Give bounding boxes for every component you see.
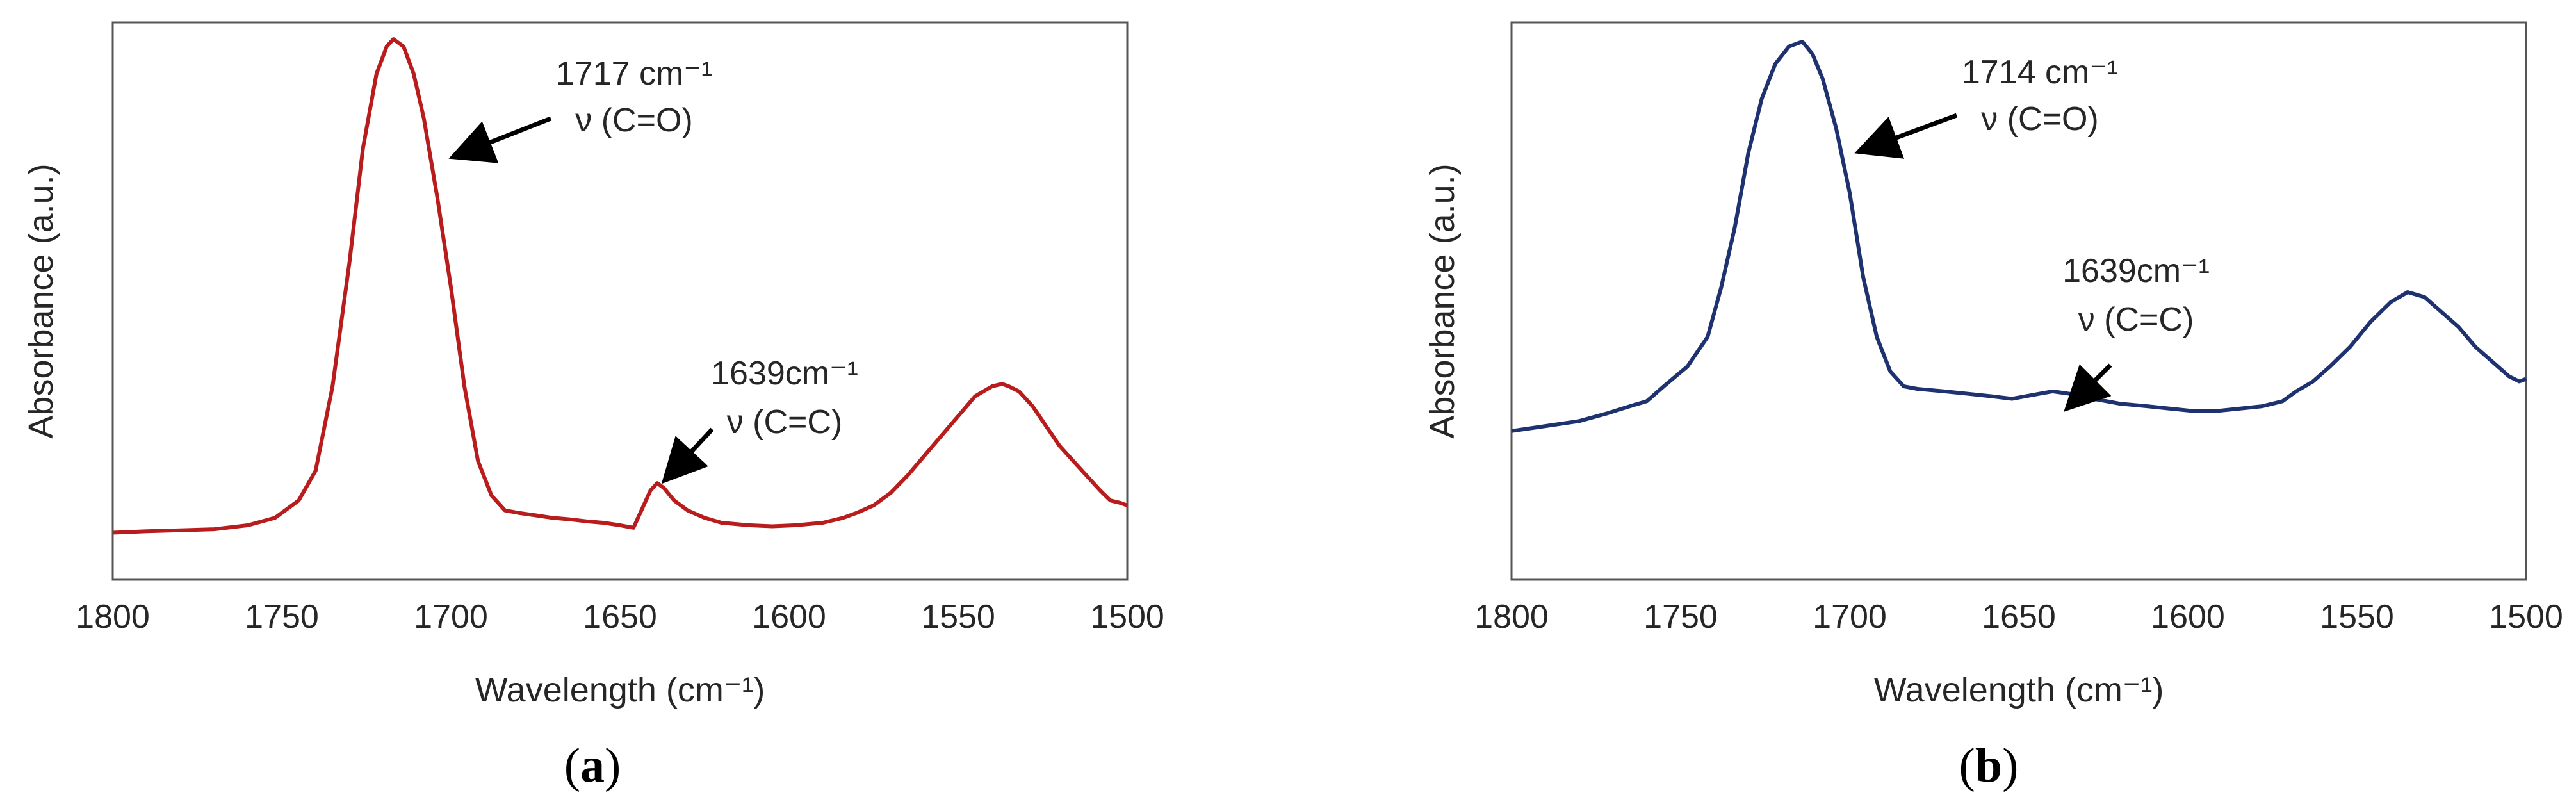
- series-line-a: [112, 37, 1129, 535]
- x-tick-label: 1750: [1643, 598, 1718, 636]
- annotation-co-line1-b: 1714 cm⁻¹: [1962, 54, 2118, 91]
- x-ticks-a: 1800 1750 1700 1650 1600 1550 1500: [76, 598, 1164, 636]
- x-tick-label: 1600: [2151, 598, 2225, 636]
- series-line-b: [1511, 40, 2527, 433]
- x-tick-label: 1500: [2489, 598, 2563, 636]
- x-tick-label: 1500: [1090, 598, 1164, 636]
- x-tick-label: 1800: [76, 598, 150, 636]
- panel-letter-b: b: [1975, 739, 2002, 792]
- annotation-arrow-cc-a: [661, 427, 714, 484]
- annotation-cc-line1-a: 1639cm⁻¹: [711, 355, 858, 392]
- chart-panel-a: 1800 1750 1700 1650 1600 1550 1500 Wavelength …: [22, 21, 1164, 792]
- x-tick-label: 1700: [414, 598, 488, 636]
- annotation-arrow-co-a: [448, 116, 552, 163]
- y-axis-label-b: Absorbance (a.u.): [1423, 163, 1462, 438]
- x-tick-label: 1550: [2320, 598, 2394, 636]
- annotation-co-line2-a: ν (C=O): [575, 102, 692, 139]
- panel-label-b: (b): [1959, 739, 2019, 792]
- x-tick-label: 1650: [1982, 598, 2056, 636]
- annotation-arrow-cc-b: [2064, 363, 2112, 412]
- x-tick-label: 1550: [921, 598, 995, 636]
- x-tick-label: 1600: [752, 598, 826, 636]
- chart-panel-b: 1800 1750 1700 1650 1600 1550 1500 Wavelength …: [1423, 21, 2563, 792]
- panel-label-a: (a): [564, 739, 621, 792]
- x-axis-label-a: Wavelength (cm⁻¹): [475, 671, 765, 709]
- annotation-co-line1-a: 1717 cm⁻¹: [556, 55, 712, 92]
- annotation-arrow-co-b: [1854, 113, 1958, 159]
- plot-area-a: [111, 21, 1129, 581]
- x-axis-label-b: Wavelength (cm⁻¹): [1874, 671, 2164, 709]
- plot-area-b: [1510, 21, 2527, 581]
- x-ticks-b: 1800 1750 1700 1650 1600 1550 1500: [1474, 598, 2563, 636]
- annotation-cc-line2-b: ν (C=C): [2078, 301, 2194, 338]
- annotation-co-line2-b: ν (C=O): [1981, 101, 2098, 138]
- annotation-cc-line1-b: 1639cm⁻¹: [2062, 252, 2210, 290]
- x-tick-label: 1650: [583, 598, 657, 636]
- x-tick-label: 1750: [245, 598, 319, 636]
- y-axis-label-a: Absorbance (a.u.): [22, 163, 60, 438]
- x-tick-label: 1800: [1474, 598, 1549, 636]
- x-tick-label: 1700: [1813, 598, 1887, 636]
- annotation-cc-line2-a: ν (C=C): [727, 404, 843, 441]
- panel-letter-a: a: [580, 739, 605, 792]
